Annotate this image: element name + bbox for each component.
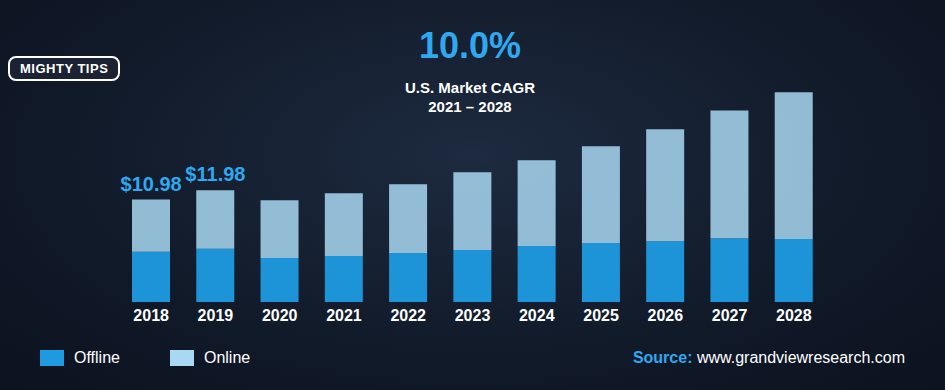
svg-text:2018: 2018 bbox=[133, 307, 169, 324]
svg-text:2023: 2023 bbox=[455, 307, 491, 324]
html-text:10.0%: 10.0% bbox=[419, 25, 521, 66]
html-text:Offline: Offline bbox=[74, 349, 120, 366]
svg-text:2020: 2020 bbox=[262, 307, 298, 324]
svg-text:2027: 2027 bbox=[712, 307, 748, 324]
svg-text:2025: 2025 bbox=[583, 307, 619, 324]
html-text:Online: Online bbox=[204, 349, 251, 366]
svg-text:$11.98: $11.98 bbox=[185, 163, 245, 185]
svg-text:2021: 2021 bbox=[326, 307, 362, 324]
svg-text:2026: 2026 bbox=[648, 307, 684, 324]
html-text:2021 – 2028: 2021 – 2028 bbox=[428, 98, 512, 115]
html-text:MIGHTY TIPS: MIGHTY TIPS bbox=[20, 61, 109, 76]
html-text:U.S. Market CAGR: U.S. Market CAGR bbox=[405, 79, 535, 96]
svg-text:$10.98: $10.98 bbox=[121, 173, 182, 195]
svg-text:2022: 2022 bbox=[390, 307, 426, 324]
html-text:Source: www.grandviewresearch.: Source: www.grandviewresearch.com bbox=[632, 349, 905, 366]
svg-text:2024: 2024 bbox=[519, 307, 555, 324]
svg-text:2019: 2019 bbox=[198, 307, 234, 324]
svg-text:2028: 2028 bbox=[776, 307, 812, 324]
